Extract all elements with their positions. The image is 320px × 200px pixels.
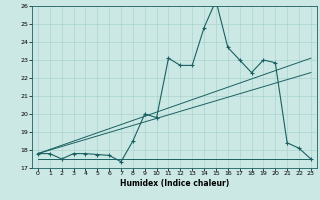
X-axis label: Humidex (Indice chaleur): Humidex (Indice chaleur) xyxy=(120,179,229,188)
